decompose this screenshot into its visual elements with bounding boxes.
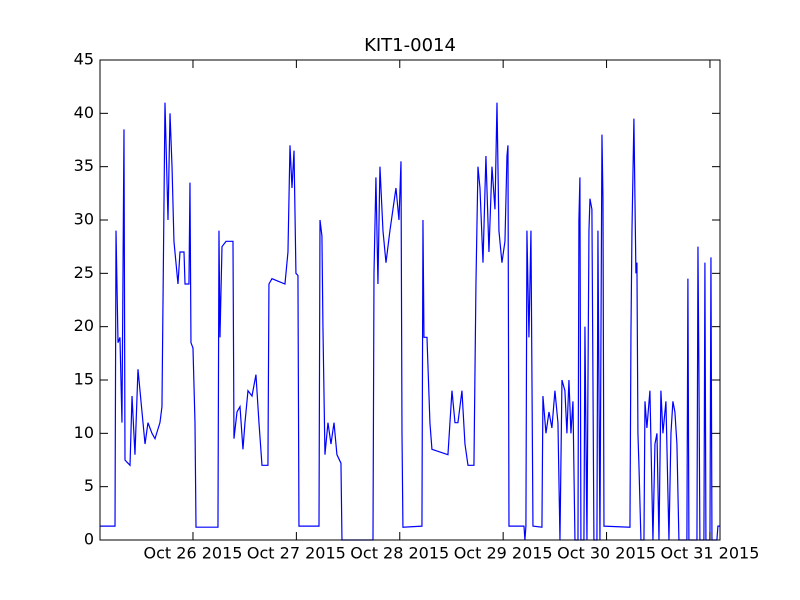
x-tick-label: Oct 27 2015 [247,544,346,563]
y-tick-label: 45 [74,50,94,69]
y-tick-label: 15 [74,370,94,389]
plot-frame [99,59,721,541]
y-tick-label: 40 [74,103,94,122]
chart-title: KIT1-0014 [364,35,456,56]
x-tick-label: Oct 26 2015 [144,544,243,563]
y-tick-label: 5 [84,476,94,495]
x-tick-label: Oct 29 2015 [454,544,553,563]
y-tick-label: 0 [84,530,94,549]
y-tick-label: 10 [74,423,94,442]
x-tick-label: Oct 31 2015 [660,544,759,563]
y-tick-label: 25 [74,263,94,282]
y-tick-label: 20 [74,316,94,335]
y-tick-label: 35 [74,156,94,175]
x-tick-label: Oct 28 2015 [350,544,449,563]
x-tick-label: Oct 30 2015 [557,544,656,563]
y-tick-label: 30 [74,210,94,229]
